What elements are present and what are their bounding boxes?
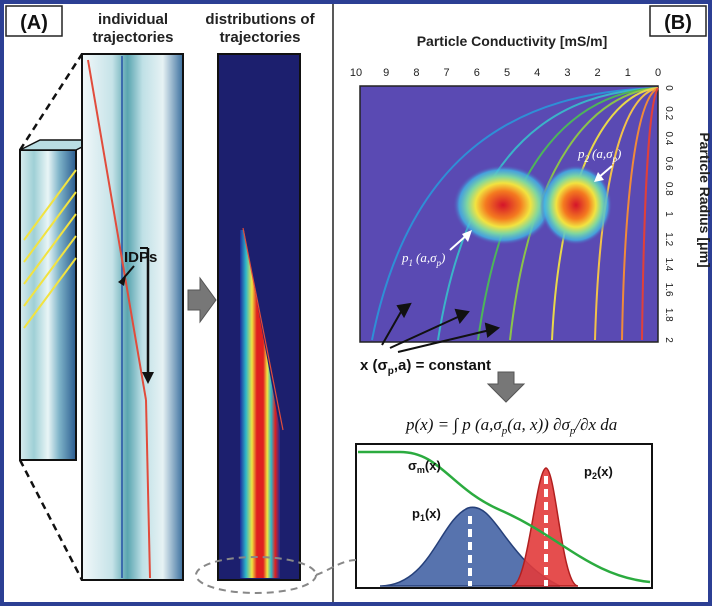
panel-b-label-box bbox=[649, 5, 707, 37]
y-tick-label: 0.6 bbox=[663, 157, 674, 171]
curve-orange bbox=[621, 87, 659, 341]
y-tick-label: 1.4 bbox=[663, 257, 674, 271]
x-tick-label: 9 bbox=[383, 67, 389, 79]
y-tick-label: 1.8 bbox=[663, 308, 674, 322]
equation: p(x) = ∫ p (a,σp(a, x)) ∂σp/∂x da bbox=[405, 415, 617, 437]
curve-green-1 bbox=[477, 87, 659, 341]
x-tick-label: 1 bbox=[625, 67, 631, 79]
panel-a-label: (A) bbox=[20, 12, 48, 34]
equation-arrow bbox=[486, 371, 526, 403]
distributions-title-line1: distributions of bbox=[205, 11, 315, 28]
blob-p1-label: p1 (a,σp) bbox=[401, 250, 445, 268]
p1x-label: p1(x) bbox=[412, 506, 441, 523]
trajectory-red-line-upper bbox=[87, 59, 147, 401]
idp-arrowhead bbox=[142, 372, 154, 384]
x-tick-label: 3 bbox=[564, 67, 570, 79]
x-axis-title: Particle Conductivity [mS/m] bbox=[417, 33, 608, 49]
blob-p2-label: p2 (a,σp) bbox=[577, 146, 621, 164]
y-tick-label: 0.2 bbox=[663, 106, 674, 120]
curve-yellow-1 bbox=[551, 87, 659, 341]
x-tick-label: 10 bbox=[350, 67, 362, 79]
y-tick-label: 0.4 bbox=[663, 131, 674, 145]
distributions-panel bbox=[217, 53, 301, 581]
zoom-line-bottom bbox=[18, 459, 84, 581]
x-tick-label: 0 bbox=[655, 67, 661, 79]
curve-yellow-2 bbox=[594, 87, 659, 341]
y-tick-label: 1 bbox=[663, 211, 674, 217]
curve-cyan bbox=[437, 87, 659, 341]
blob-p1 bbox=[453, 165, 553, 245]
transition-arrow bbox=[187, 276, 217, 324]
trajectory-red-line-lower bbox=[145, 399, 151, 579]
x-tick-label: 8 bbox=[413, 67, 419, 79]
x-tick-label: 4 bbox=[534, 67, 540, 79]
x-tick-label: 2 bbox=[595, 67, 601, 79]
individual-trajectories-panel: IDPs bbox=[81, 53, 184, 581]
y-tick-label: 1.2 bbox=[663, 232, 674, 246]
panel-a: (A) individual trajectories distribution… bbox=[5, 5, 317, 594]
idp-label: IDPs bbox=[124, 249, 157, 266]
individual-title-line1: individual bbox=[98, 11, 168, 28]
distributions-title-line2: trajectories bbox=[220, 29, 301, 46]
individual-title-line2: trajectories bbox=[93, 29, 174, 46]
panel-b-label: (B) bbox=[664, 12, 692, 34]
x-axis-ticks: 10 9 8 7 6 5 4 3 2 1 0 bbox=[350, 67, 661, 79]
panel-a-label-box bbox=[5, 5, 63, 37]
p2x-label: p2(x) bbox=[584, 464, 613, 481]
y-tick-label: 0 bbox=[663, 85, 674, 91]
connector-curve bbox=[315, 559, 357, 576]
panel-b: (B) Particle Conductivity [mS/m] 10 9 8 7 6 5… bbox=[350, 5, 712, 589]
blob-p2 bbox=[540, 165, 612, 245]
y-tick-label: 2 bbox=[663, 337, 674, 343]
x-tick-label: 6 bbox=[474, 67, 480, 79]
distribution-fan bbox=[240, 230, 280, 578]
constant-label: x (σp,a) = constant bbox=[360, 357, 491, 377]
y-tick-label: 1.6 bbox=[663, 283, 674, 297]
curve-blue bbox=[371, 87, 659, 341]
curve-red bbox=[641, 87, 659, 341]
sigma-m-curve bbox=[358, 450, 651, 584]
heatmap-curves bbox=[371, 87, 659, 341]
constant-arrows bbox=[381, 302, 501, 353]
sigma-m-label: σm(x) bbox=[408, 458, 441, 475]
y-axis-ticks: 0 0.2 0.4 0.6 0.8 1 1.2 1.4 1.6 1.8 2 bbox=[663, 85, 674, 343]
curve-green-2 bbox=[509, 87, 659, 341]
p2-distribution-fill bbox=[511, 467, 579, 587]
x-tick-label: 7 bbox=[444, 67, 450, 79]
y-axis-title: Particle Radius [μm] bbox=[697, 132, 712, 267]
y-tick-label: 0.8 bbox=[663, 182, 674, 196]
x-tick-label: 5 bbox=[504, 67, 510, 79]
distribution-plot: σm(x) p1(x) p2(x) bbox=[355, 443, 653, 589]
